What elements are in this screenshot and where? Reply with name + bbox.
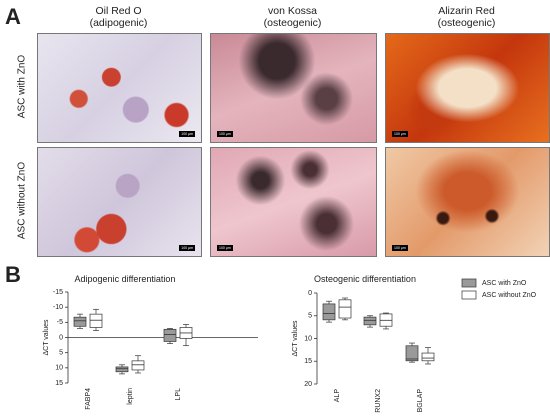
x-tick-label: ALP bbox=[334, 389, 341, 403]
stain-type: (osteogenic) bbox=[263, 17, 322, 29]
y-tick-label: 15 bbox=[304, 358, 312, 365]
stain-type: (adipogenic) bbox=[89, 17, 148, 29]
box bbox=[322, 303, 336, 321]
box bbox=[421, 352, 435, 362]
legend-swatch bbox=[461, 278, 477, 288]
scale-bar: 100 µm bbox=[217, 131, 233, 137]
scale-bar: 100 µm bbox=[392, 131, 408, 137]
x-tick-label: leptin bbox=[127, 388, 134, 405]
y-tick-label: 0 bbox=[59, 334, 63, 341]
y-tick-label: 20 bbox=[304, 381, 312, 388]
x-tick-label: FABP4 bbox=[85, 388, 92, 410]
x-tick-label: BGLAP bbox=[417, 389, 424, 413]
scale-bar: 100 µm bbox=[179, 131, 195, 137]
micrograph: 100 µm bbox=[37, 147, 202, 257]
y-tick-label: 5 bbox=[308, 313, 312, 320]
micrograph: 100 µm bbox=[385, 33, 550, 143]
y-axis-label: ΔCT values bbox=[43, 319, 50, 356]
panel-label: B bbox=[5, 262, 21, 287]
chart-title: Osteogenic differentiation bbox=[314, 274, 416, 284]
chart-title: Adipogenic differentiation bbox=[74, 274, 176, 284]
scale-bar: 100 µm bbox=[217, 245, 233, 251]
micrograph: 100 µm bbox=[385, 147, 550, 257]
box bbox=[363, 316, 377, 326]
y-tick-label: 5 bbox=[59, 350, 63, 357]
scale-bar: 100 µm bbox=[392, 245, 408, 251]
y-tick-label: 10 bbox=[304, 335, 312, 342]
micrograph: 100 µm bbox=[37, 33, 202, 143]
micrograph: 100 µm bbox=[210, 147, 377, 257]
box bbox=[338, 299, 352, 319]
y-tick-label: -15 bbox=[53, 289, 63, 296]
column-header: von Kossa (osteogenic) bbox=[208, 5, 378, 29]
legend-label: ASC without ZnO bbox=[482, 292, 537, 299]
scale-bar: 100 µm bbox=[179, 245, 195, 251]
column-header: Alizarin Red (osteogenic) bbox=[382, 5, 550, 29]
x-tick-label: LPL bbox=[175, 388, 182, 401]
stain-name: Oil Red O bbox=[95, 5, 142, 17]
box bbox=[405, 345, 419, 362]
box bbox=[115, 366, 129, 373]
legend-label: ASC with ZnO bbox=[482, 280, 527, 287]
column-header: Oil Red O (adipogenic) bbox=[34, 5, 204, 29]
y-tick-label: 0 bbox=[308, 290, 312, 297]
stain-name: Alizarin Red bbox=[438, 5, 495, 17]
stain-type: (osteogenic) bbox=[437, 17, 496, 29]
y-tick-label: -10 bbox=[53, 304, 63, 311]
stain-name: von Kossa bbox=[267, 5, 318, 17]
micrograph: 100 µm bbox=[210, 33, 377, 143]
y-tick-label: 15 bbox=[55, 380, 63, 387]
y-tick-label: -5 bbox=[57, 319, 63, 326]
y-tick-label: 10 bbox=[55, 365, 63, 372]
panel-label: A bbox=[5, 4, 21, 29]
box bbox=[163, 328, 177, 342]
box bbox=[73, 316, 87, 327]
y-axis-label: ΔCT values bbox=[292, 320, 299, 357]
box bbox=[89, 313, 103, 328]
box bbox=[131, 360, 145, 371]
legend-swatch bbox=[461, 290, 477, 300]
x-tick-label: RUNX2 bbox=[375, 389, 382, 413]
